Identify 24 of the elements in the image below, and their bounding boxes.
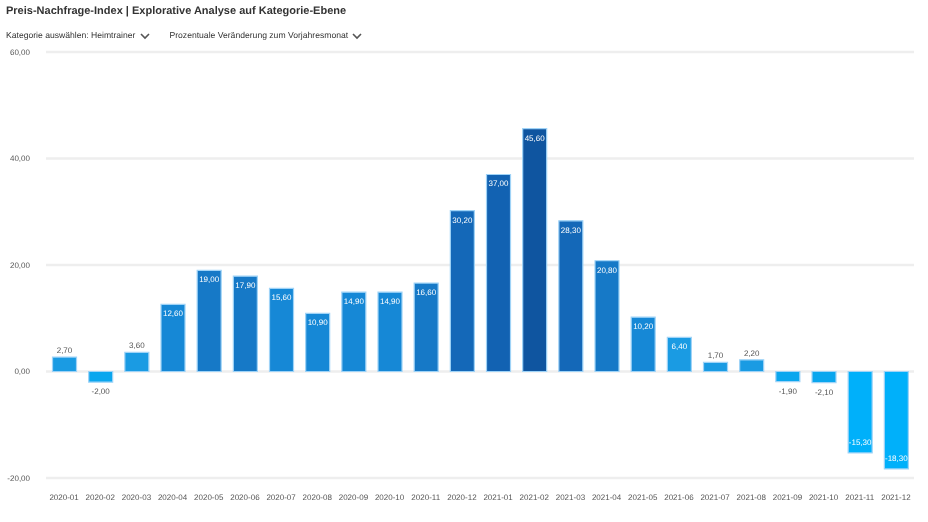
bar bbox=[485, 173, 512, 373]
bar bbox=[88, 370, 114, 383]
bar bbox=[702, 361, 729, 373]
bar bbox=[413, 282, 439, 373]
bar bbox=[775, 370, 801, 383]
bar bbox=[268, 287, 295, 373]
bar bbox=[305, 312, 331, 373]
bar bbox=[594, 260, 620, 373]
bar bbox=[377, 291, 403, 373]
bar bbox=[449, 210, 475, 373]
bar bbox=[124, 351, 150, 373]
bar bbox=[558, 220, 584, 373]
bar bbox=[630, 316, 656, 373]
bar bbox=[160, 303, 186, 373]
bar bbox=[811, 370, 837, 384]
bar bbox=[739, 359, 765, 373]
bar bbox=[847, 370, 873, 454]
bar bbox=[196, 269, 222, 373]
bar bbox=[51, 356, 78, 373]
bar bbox=[883, 370, 909, 470]
bar bbox=[666, 336, 692, 373]
bar bbox=[522, 128, 548, 373]
bar bbox=[232, 275, 258, 373]
bar bbox=[341, 291, 367, 373]
